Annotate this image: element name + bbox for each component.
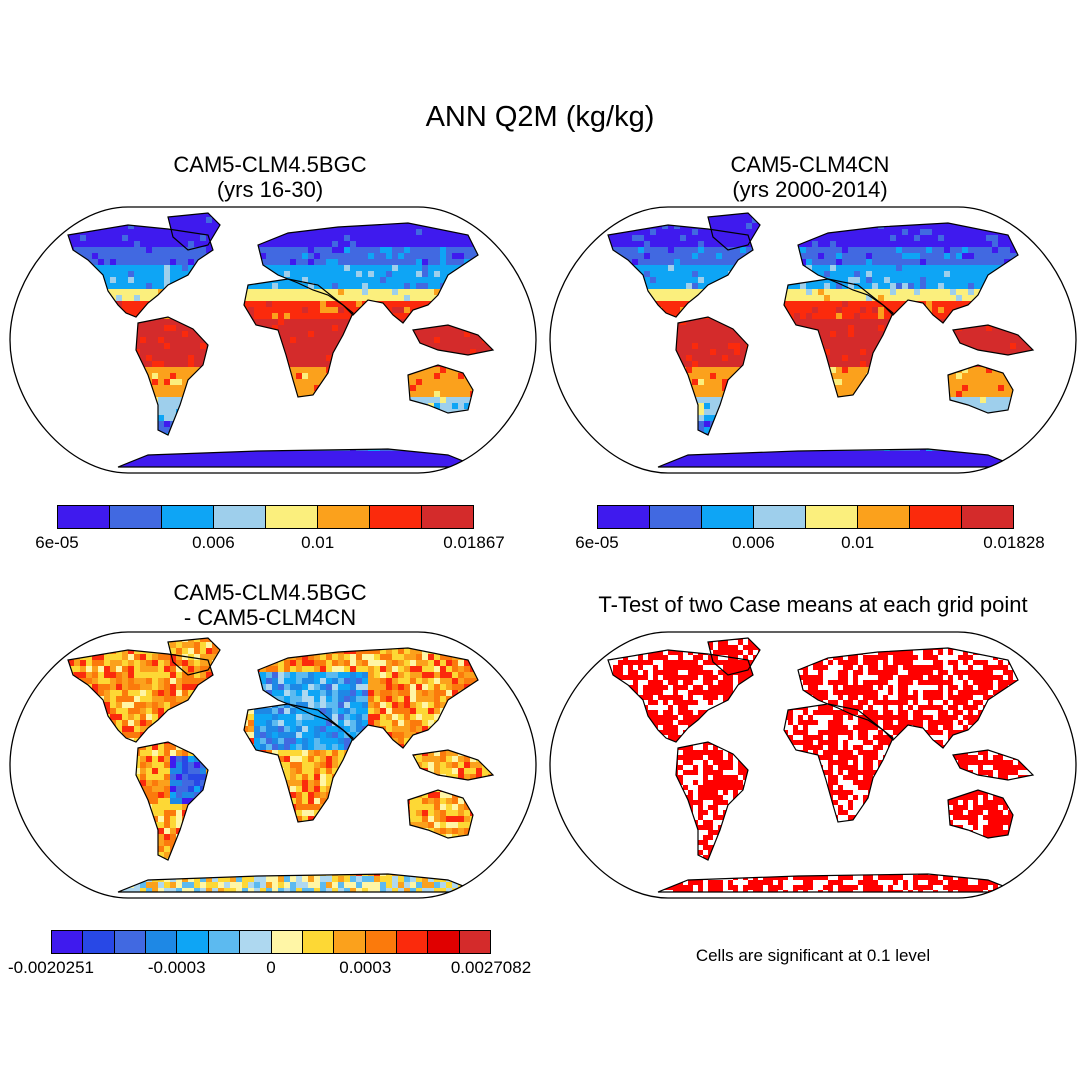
colorbar-swatch bbox=[858, 506, 910, 528]
map-ttest bbox=[549, 631, 1077, 899]
panel-title-difference-line2: - CAM5-CLM4CN bbox=[183, 605, 357, 630]
colorbar-tick-label: 0.01 bbox=[301, 533, 335, 552]
colorbar-swatch bbox=[208, 931, 241, 953]
colorbar-swatch bbox=[650, 506, 702, 528]
panel-title-case2-line2: (yrs 2000-2014) bbox=[732, 177, 888, 202]
colorbar-swatch bbox=[266, 506, 318, 528]
colorbar-swatch bbox=[428, 931, 460, 953]
map-difference bbox=[9, 631, 537, 899]
colorbar-swatch bbox=[422, 506, 473, 528]
colorbar-swatch bbox=[318, 506, 370, 528]
panel-title-ttest: T-Test of two Case means at each grid po… bbox=[598, 592, 1028, 617]
colorbar-swatch bbox=[370, 506, 422, 528]
colorbar-tick-label: 0 bbox=[266, 958, 276, 977]
colorbar-swatch bbox=[214, 506, 266, 528]
colorbar-tick-label: 6e-05 bbox=[575, 533, 619, 552]
map-case1 bbox=[9, 206, 537, 474]
colorbar-swatch bbox=[52, 931, 84, 953]
colorbar-swatch bbox=[110, 506, 162, 528]
colorbar-tick-label: 0.01867 bbox=[443, 533, 505, 552]
colorbar-swatch bbox=[240, 931, 272, 953]
colorbar-swatch bbox=[365, 931, 397, 953]
colorbar-swatch bbox=[910, 506, 962, 528]
colorbar-swatch bbox=[459, 931, 491, 953]
colorbar-swatch bbox=[598, 506, 650, 528]
colorbar-swatch bbox=[114, 931, 147, 953]
panel-title-case1: CAM5-CLM4.5BGC (yrs 16-30) bbox=[70, 152, 470, 202]
panel-title-difference-line1: CAM5-CLM4.5BGC bbox=[173, 580, 367, 605]
colorbar-swatch bbox=[146, 931, 178, 953]
map-case2 bbox=[549, 206, 1077, 474]
panel-title-case1-line2: (yrs 16-30) bbox=[216, 177, 324, 202]
colorbar-swatch bbox=[58, 506, 110, 528]
panel-title-difference: CAM5-CLM4.5BGC - CAM5-CLM4CN bbox=[70, 580, 470, 630]
colorbar-case2 bbox=[597, 505, 1014, 529]
colorbar-difference bbox=[51, 930, 491, 954]
colorbar-swatch bbox=[83, 931, 115, 953]
colorbar-swatch bbox=[162, 506, 214, 528]
colorbar-swatch bbox=[334, 931, 366, 953]
colorbar-swatch bbox=[177, 931, 209, 953]
colorbar-swatch bbox=[962, 506, 1013, 528]
colorbar-tick-label: 6e-05 bbox=[35, 533, 79, 552]
colorbar-swatch bbox=[754, 506, 806, 528]
colorbar-case1 bbox=[57, 505, 474, 529]
significance-note: Cells are significant at 0.1 level bbox=[695, 946, 931, 965]
colorbar-tick-label: 0.0003 bbox=[339, 958, 392, 977]
colorbar-tick-label: 0.006 bbox=[192, 533, 235, 552]
colorbar-tick-label: -0.0003 bbox=[147, 958, 206, 977]
colorbar-swatch bbox=[806, 506, 858, 528]
panel-title-case2: CAM5-CLM4CN (yrs 2000-2014) bbox=[610, 152, 1010, 202]
colorbar-swatch bbox=[702, 506, 754, 528]
colorbar-tick-label: 0.0027082 bbox=[450, 958, 532, 977]
colorbar-tick-label: 0.01 bbox=[841, 533, 875, 552]
figure-title: ANN Q2M (kg/kg) bbox=[425, 101, 655, 133]
colorbar-swatch bbox=[271, 931, 303, 953]
colorbar-tick-label: 0.01828 bbox=[983, 533, 1045, 552]
colorbar-tick-label: 0.006 bbox=[732, 533, 775, 552]
panel-title-case1-line1: CAM5-CLM4.5BGC bbox=[173, 152, 367, 177]
panel-title-case2-line1: CAM5-CLM4CN bbox=[730, 152, 890, 177]
colorbar-swatch bbox=[302, 931, 335, 953]
colorbar-swatch bbox=[396, 931, 429, 953]
colorbar-tick-label: -0.0020251 bbox=[7, 958, 95, 977]
